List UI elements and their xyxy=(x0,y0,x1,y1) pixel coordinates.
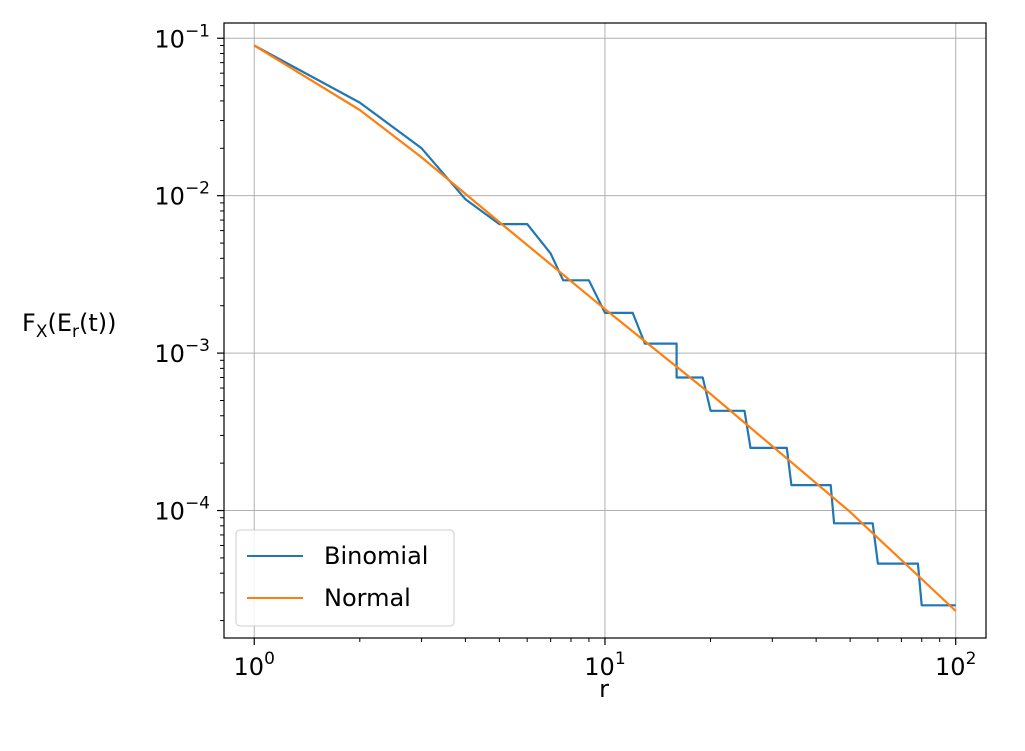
y-tick-label-base: 10 xyxy=(154,498,185,526)
y-axis-label-base: F xyxy=(22,309,36,337)
y-tick-label-base: 10 xyxy=(154,340,185,368)
x-tick-label-exponent: 1 xyxy=(615,649,626,669)
x-tick-label: 101 xyxy=(584,649,625,681)
y-tick-label-exponent: −1 xyxy=(185,21,210,41)
y-tick-label-exponent: −4 xyxy=(185,494,210,514)
y-tick-label: 10−4 xyxy=(154,494,210,526)
y-axis-label-sub2: r xyxy=(72,322,79,342)
x-tick-label-exponent: 0 xyxy=(264,649,275,669)
legend-binomial-label: Binomial xyxy=(324,542,428,570)
x-tick-label-base: 10 xyxy=(234,653,265,681)
y-tick-label-exponent: −3 xyxy=(185,336,210,356)
y-tick-label-base: 10 xyxy=(154,25,185,53)
grid-lines xyxy=(224,23,986,638)
x-tick-label-exponent: 2 xyxy=(966,649,977,669)
x-tick-label-base: 10 xyxy=(935,653,966,681)
y-tick-label: 10−1 xyxy=(154,21,210,53)
y-tick-label: 10−2 xyxy=(154,179,210,211)
y-axis-label-end: (t)) xyxy=(79,309,117,337)
x-tick-label: 100 xyxy=(234,649,275,681)
y-axis-label: FX(Er(t)) xyxy=(22,309,117,342)
y-tick-label-exponent: −2 xyxy=(185,179,210,199)
legend: Binomial Normal xyxy=(235,529,455,627)
y-tick-label-base: 10 xyxy=(154,183,185,211)
series-line-binomial xyxy=(253,44,956,607)
series-layer xyxy=(253,44,957,612)
series-line-normal xyxy=(253,44,957,612)
legend-normal-label: Normal xyxy=(324,584,411,612)
legend-box xyxy=(235,529,455,627)
y-axis-label-sub1: X xyxy=(36,322,48,342)
x-axis-label: r xyxy=(599,675,609,703)
y-axis-label-mid: (E xyxy=(47,309,72,337)
y-tick-label: 10−3 xyxy=(154,336,210,368)
x-tick-label: 102 xyxy=(935,649,976,681)
x-tick-label-base: 10 xyxy=(584,653,615,681)
axis-ticks xyxy=(217,37,957,645)
